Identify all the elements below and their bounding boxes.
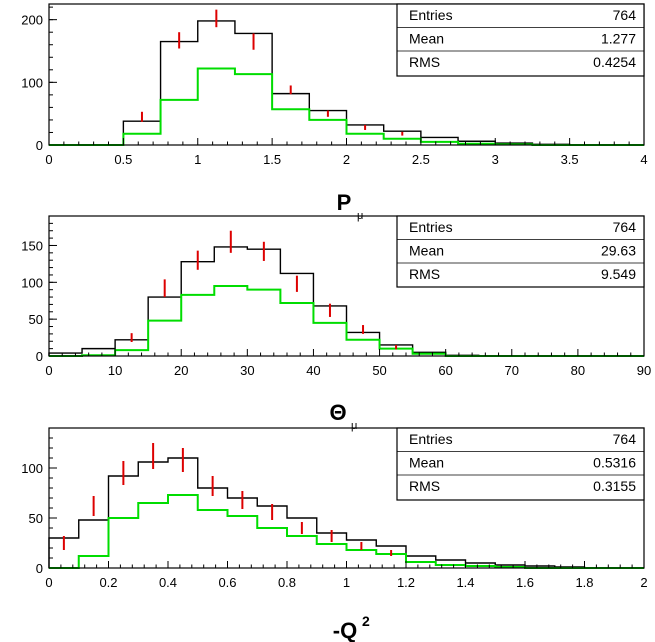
histogram-panel-1: 0 0.5 1 1.5 2 2.5 3 3.5 4 0 100 200 Entries 764 Mean 1.… <box>21 3 648 222</box>
stats-box-frame <box>396 427 645 501</box>
x-tick-label: 1.2 <box>397 575 415 590</box>
x-tick-label: 1.5 <box>263 152 281 167</box>
stats-label: Mean <box>409 31 444 47</box>
x-tick-label: 2 <box>640 575 647 590</box>
y-tick-label: 200 <box>21 13 43 28</box>
x-tick-label: 50 <box>372 363 386 378</box>
y-tick-label: 50 <box>29 511 43 526</box>
x-tick-label: 4 <box>640 152 647 167</box>
histogram-panel-2: 0 10 20 30 40 50 60 70 80 90 0 50 100 150 Entries 764 Me… <box>21 215 651 432</box>
x-tick-label: 0.8 <box>278 575 296 590</box>
stats-label: Entries <box>409 219 453 235</box>
x-tick-label: 0 <box>45 575 52 590</box>
x-tick-label: 0.2 <box>99 575 117 590</box>
series-black <box>49 20 644 146</box>
y-tick-label: 100 <box>21 461 43 476</box>
stats-value: 29.63 <box>601 243 636 259</box>
x-tick-label: 3.5 <box>561 152 579 167</box>
stats-box: Entries 764 Mean 1.277 RMS 0.4254 <box>396 3 645 77</box>
stats-label: RMS <box>409 54 440 70</box>
x-axis-title-superscript: 2 <box>362 613 370 629</box>
y-tick-label: 0 <box>36 138 43 153</box>
x-tick-label: 70 <box>505 363 519 378</box>
x-tick-label: 40 <box>306 363 320 378</box>
histogram-panel-3: 0 0.2 0.4 0.6 0.8 1 1.2 1.4 1.6 1.8 2 0 50 100 Entries… <box>21 427 648 642</box>
x-tick-label: 80 <box>571 363 585 378</box>
stats-label: Mean <box>409 243 444 259</box>
x-tick-label: 30 <box>240 363 254 378</box>
stats-label: Entries <box>409 431 453 447</box>
x-tick-label: 2 <box>343 152 350 167</box>
x-tick-label: 90 <box>637 363 651 378</box>
stats-label: Entries <box>409 7 453 23</box>
x-tick-label: 20 <box>174 363 188 378</box>
x-tick-label: 1.8 <box>575 575 593 590</box>
x-tick-label: 0.6 <box>218 575 236 590</box>
y-tick-label: 150 <box>21 238 43 253</box>
stats-value: 0.3155 <box>593 478 636 494</box>
y-tick-label: 50 <box>29 312 43 327</box>
x-axis-title: Θ <box>329 400 346 425</box>
stats-label: RMS <box>409 478 440 494</box>
stats-label: Mean <box>409 455 444 471</box>
stats-value: 9.549 <box>601 266 636 282</box>
x-axis-title-subscript: μ <box>351 420 357 432</box>
x-tick-label: 1.4 <box>456 575 474 590</box>
x-tick-label: 0 <box>45 363 52 378</box>
y-tick-label: 0 <box>36 349 43 364</box>
stats-value: 764 <box>613 7 637 23</box>
stats-box-frame <box>396 3 645 77</box>
stats-label: RMS <box>409 266 440 282</box>
x-tick-label: 3 <box>492 152 499 167</box>
series-green <box>49 494 644 569</box>
x-tick-label: 0.5 <box>114 152 132 167</box>
x-axis-title: -Q <box>333 618 357 642</box>
x-tick-label: 1.6 <box>516 575 534 590</box>
stats-box: Entries 764 Mean 0.5316 RMS 0.3155 <box>396 427 645 501</box>
x-tick-label: 1 <box>194 152 201 167</box>
x-tick-label: 1 <box>343 575 350 590</box>
stats-value: 764 <box>613 431 637 447</box>
x-tick-label: 10 <box>108 363 122 378</box>
stats-value: 1.277 <box>601 31 636 47</box>
stats-box: Entries 764 Mean 29.63 RMS 9.549 <box>396 215 645 288</box>
x-axis-title: P <box>337 190 352 215</box>
y-tick-label: 100 <box>21 275 43 290</box>
stats-value: 0.4254 <box>593 54 636 70</box>
stats-value: 0.5316 <box>593 455 636 471</box>
y-tick-label: 100 <box>21 75 43 90</box>
y-tick-label: 0 <box>36 561 43 576</box>
series-green <box>49 67 644 146</box>
x-tick-label: 2.5 <box>412 152 430 167</box>
x-tick-label: 0.4 <box>159 575 177 590</box>
stats-value: 764 <box>613 219 637 235</box>
stats-box-frame <box>396 215 645 288</box>
x-tick-label: 60 <box>438 363 452 378</box>
x-tick-label: 0 <box>45 152 52 167</box>
